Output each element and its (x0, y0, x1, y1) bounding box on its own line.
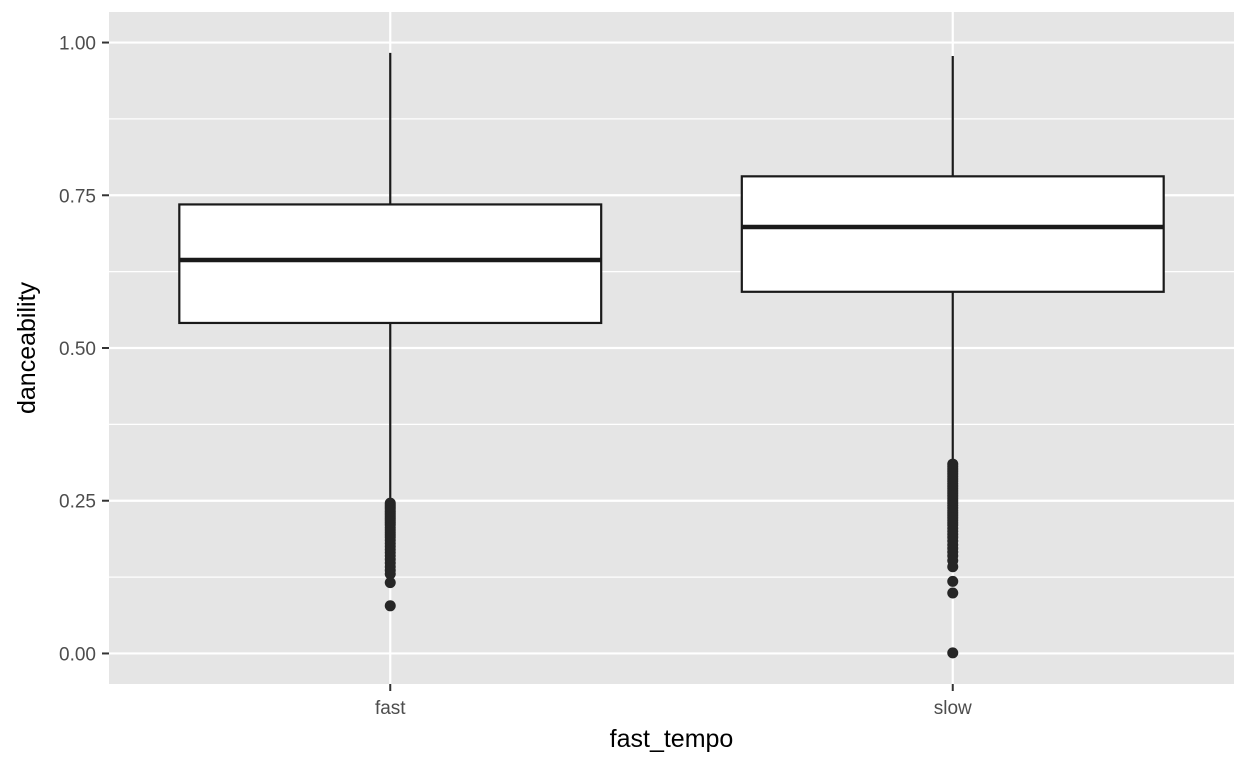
outlier-point (384, 577, 396, 589)
box-iqr (178, 203, 603, 325)
box-series (178, 52, 1165, 659)
y-tick-label: 1.00 (59, 34, 96, 55)
y-axis: 0.00 0.25 0.50 0.75 1.00 (59, 34, 109, 665)
outlier-point (947, 575, 959, 587)
outlier-point (384, 568, 396, 580)
y-tick-label: 0.00 (59, 644, 96, 665)
x-axis: fast slow (375, 684, 972, 719)
y-tick-label: 0.50 (59, 339, 96, 360)
y-tick-label: 0.25 (59, 492, 96, 513)
x-axis-title: fast_tempo (610, 725, 734, 753)
y-tick-label: 0.75 (59, 186, 96, 207)
y-axis-title: danceability (13, 281, 41, 414)
outlier-point (947, 561, 959, 573)
outlier-point (947, 587, 959, 599)
x-tick-label: slow (934, 698, 972, 719)
outlier-point (384, 600, 396, 612)
box-iqr (740, 175, 1165, 293)
x-tick-label: fast (375, 698, 406, 719)
outlier-point (947, 647, 959, 659)
box-slow (740, 55, 1165, 659)
box-fast (178, 52, 603, 612)
